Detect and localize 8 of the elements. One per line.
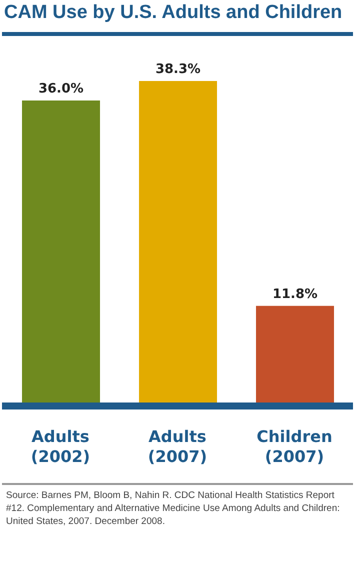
- data-label: 11.8%: [272, 286, 318, 302]
- x-tick-label: Adults (2002): [30, 427, 90, 466]
- chart-title: CAM Use by U.S. Adults and Children: [3, 1, 344, 24]
- x-tick-label: Children (2007): [256, 427, 332, 466]
- source-note: Source: Barnes PM, Bloom B, Nahin R. CDC National Health Statistics Report #12. Complementary and Alternative Medicine Use Among Adults and Children: United States, 2007. December 2008.: [6, 489, 341, 528]
- data-label: 38.3%: [155, 62, 201, 77]
- data-label: 36.0%: [38, 82, 84, 97]
- x-tick-label: Adults (2007): [148, 427, 208, 466]
